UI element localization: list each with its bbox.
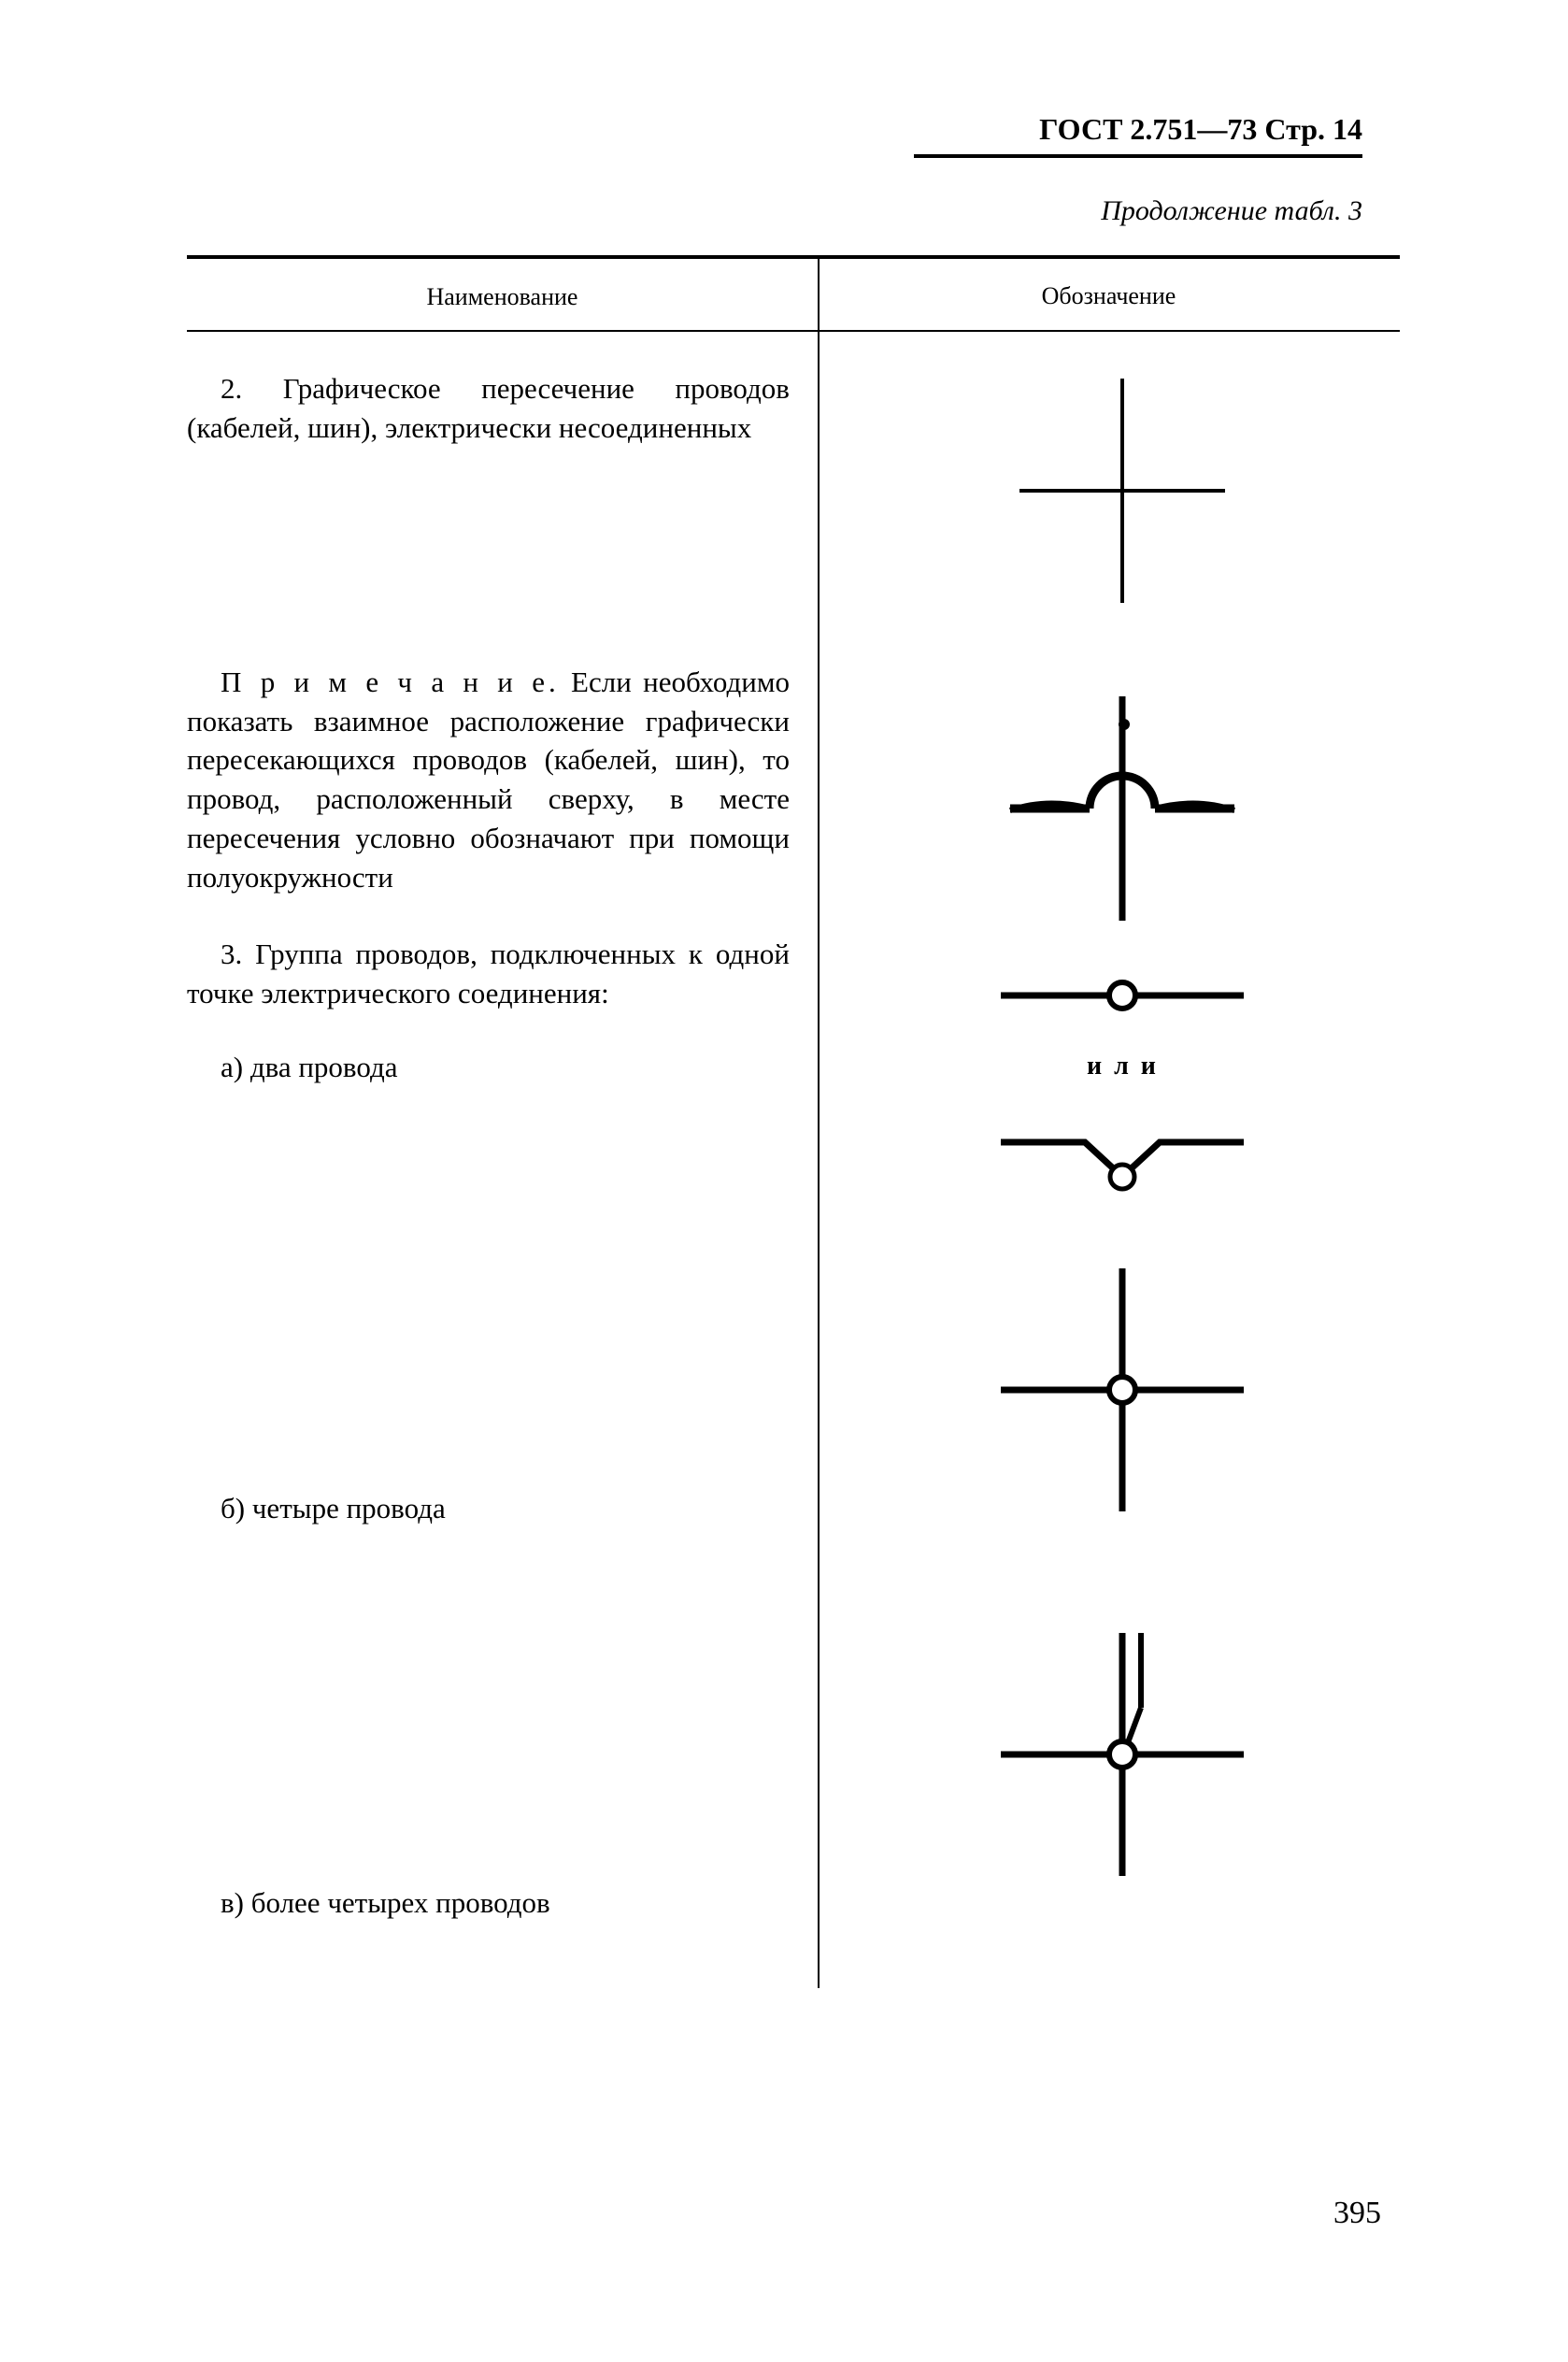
or-label: и л и xyxy=(1087,1052,1159,1081)
symbol-cross-unconnected xyxy=(846,369,1400,612)
names-column: 2. Графическое пересечение проводов (каб… xyxy=(187,332,818,1923)
entry-2-note: П р и м е ч а н и е. Если необходимо пок… xyxy=(187,663,790,897)
symbol-four-wires-node xyxy=(846,1250,1400,1530)
entry-2-text: 2. Графическое пересечение проводов (каб… xyxy=(187,369,790,448)
note-label: П р и м е ч а н и е. xyxy=(221,666,560,698)
page-number: 395 xyxy=(1333,2196,1381,2231)
table-continuation: Продолжение табл. 3 xyxy=(187,195,1400,227)
standard-header: ГОСТ 2.751—73 Стр. 14 xyxy=(187,112,1400,147)
entry-3a-text: а) два провода xyxy=(187,1048,790,1087)
entry-3b-text: б) четыре провода xyxy=(187,1489,790,1528)
symbol-two-wires-vdip xyxy=(846,1119,1400,1203)
note-body: Если необходимо показать взаимное распол… xyxy=(187,666,790,894)
symbol-two-wires-node xyxy=(846,967,1400,1024)
entry-3-text: 3. Группа проводов, подключенных к одной… xyxy=(187,935,790,1013)
symbol-cross-arc-hop xyxy=(846,687,1400,930)
column-header-name: Наименование xyxy=(187,259,818,332)
table-body: 2. Графическое пересечение проводов (каб… xyxy=(187,332,1400,1923)
entry-3v-text: в) более четырех проводов xyxy=(187,1883,790,1923)
header-rule xyxy=(914,154,1362,158)
symbol-more-than-four-wires-node xyxy=(846,1614,1400,1895)
column-header-symbol: Обозначение xyxy=(818,259,1400,332)
symbols-column: и л и xyxy=(818,332,1400,1923)
